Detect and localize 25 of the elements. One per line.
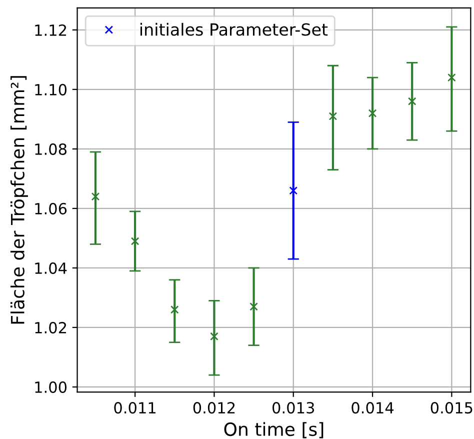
y-tick-label: 1.04 [35, 262, 67, 274]
y-tick-label: 1.08 [35, 143, 66, 155]
point [170, 305, 179, 314]
point [289, 186, 298, 195]
y-tick-label: 1.06 [35, 202, 67, 214]
point [448, 73, 456, 82]
point [91, 192, 100, 201]
y-tick-label: 1.02 [35, 322, 66, 334]
point [328, 112, 338, 120]
point [368, 109, 377, 118]
point [130, 237, 140, 246]
x-tick-label: 0.014 [352, 402, 394, 414]
x-axis-title: On time [s] [224, 422, 324, 438]
y-tick-label: 1.10 [35, 84, 67, 96]
y-axis-title: Fläche der Tröpfchen [mm²] [10, 76, 28, 324]
x-tick-label: 0.011 [114, 402, 156, 414]
y-tick-label: 1.12 [35, 24, 66, 36]
x-tick-label: 0.012 [193, 402, 235, 414]
point [250, 302, 258, 311]
point [408, 97, 416, 106]
point [210, 332, 218, 341]
y-tick-label: 1.00 [35, 381, 67, 393]
x-tick-label: 0.015 [430, 402, 472, 414]
x-tick-label: 0.013 [272, 402, 314, 414]
legend-label: initiales Parameter-Set [140, 22, 328, 36]
